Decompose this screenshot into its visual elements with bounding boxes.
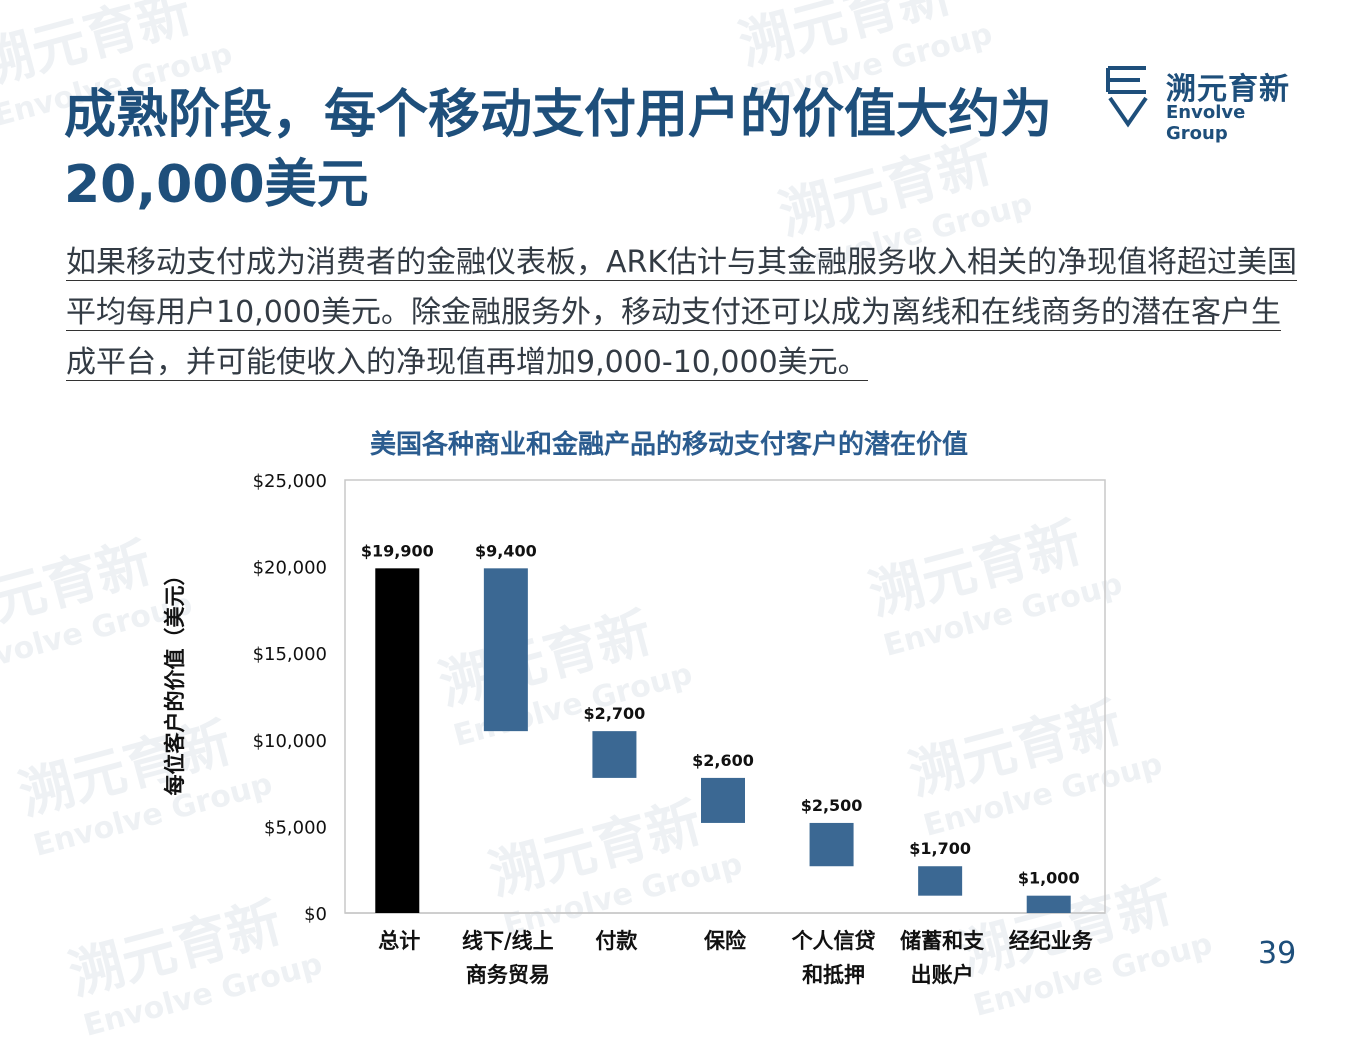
bar — [483, 568, 528, 732]
y-tick-label: $0 — [304, 904, 327, 925]
x-tick-label: 付款 — [595, 929, 638, 953]
body-text: 如果移动支付成为消费者的金融仪表板，ARK估计与其金融服务收入相关的净现值将超过… — [66, 245, 1298, 381]
bar — [701, 777, 745, 823]
page-title: 成熟阶段，每个移动支付用户的价值大约为20,000美元 — [64, 85, 1053, 215]
bar-data-label: $9,400 — [475, 541, 537, 560]
y-tick-label: $25,000 — [253, 471, 327, 492]
bar-data-label: $1,000 — [1018, 869, 1080, 888]
x-tick-label: 商务贸易 — [466, 963, 550, 987]
y-axis-label: 每位客户的价值（美元） — [163, 565, 187, 796]
bar — [918, 866, 963, 896]
bar — [375, 568, 420, 913]
x-tick-label: 线下/线上 — [462, 929, 554, 953]
body-paragraph: 如果移动支付成为消费者的金融仪表板，ARK估计与其金融服务收入相关的净现值将超过… — [66, 238, 1300, 388]
bar-data-label: $2,600 — [692, 751, 754, 770]
bar — [592, 731, 637, 778]
x-tick-label: 总计 — [378, 929, 420, 953]
x-tick-label: 保险 — [703, 929, 747, 953]
company-logo: 溯元育新 Envolve Group — [1104, 62, 1304, 144]
x-tick-label: 出账户 — [911, 963, 974, 987]
bar-data-label: $2,500 — [801, 796, 863, 815]
x-tick-label: 储蓄和支 — [900, 929, 985, 953]
y-tick-label: $20,000 — [253, 558, 327, 579]
bar-data-label: $19,900 — [361, 541, 434, 560]
logo-name-en: Envolve Group — [1166, 102, 1246, 144]
bar — [809, 822, 854, 867]
x-tick-label: 和抵押 — [802, 963, 865, 987]
plot-area — [344, 479, 1106, 914]
chart-title: 美国各种商业和金融产品的移动支付客户的潜在价值 — [370, 430, 969, 460]
bar-data-label: $2,700 — [584, 704, 646, 723]
y-tick-label: $5,000 — [264, 817, 327, 838]
logo-name-cn: 溯元育新 — [1166, 72, 1290, 107]
envolve-logo-icon — [1106, 66, 1148, 128]
bar — [1026, 895, 1071, 913]
x-tick-label: 个人信贷 — [792, 929, 876, 953]
y-tick-label: $10,000 — [253, 731, 327, 752]
page-number: 39 — [1258, 936, 1297, 971]
bar-data-label: $1,700 — [909, 839, 971, 858]
x-tick-label: 经纪业务 — [1009, 929, 1094, 953]
y-tick-label: $15,000 — [253, 644, 327, 665]
